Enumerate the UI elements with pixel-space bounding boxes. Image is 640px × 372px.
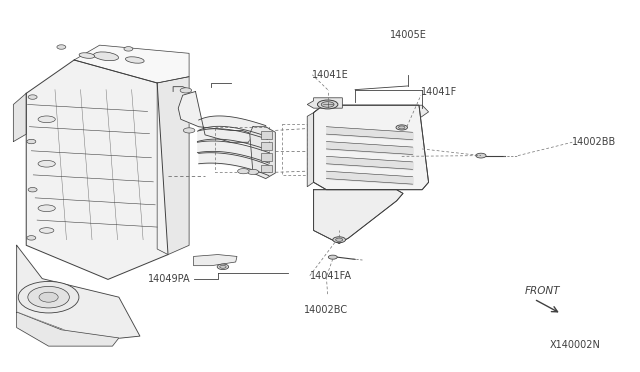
Ellipse shape xyxy=(38,205,55,212)
Ellipse shape xyxy=(93,52,118,61)
Polygon shape xyxy=(314,105,429,119)
Ellipse shape xyxy=(28,95,37,99)
Ellipse shape xyxy=(237,169,249,174)
Ellipse shape xyxy=(79,53,95,58)
Text: 14002BC: 14002BC xyxy=(305,305,348,315)
Ellipse shape xyxy=(183,128,195,133)
Ellipse shape xyxy=(27,139,36,144)
Ellipse shape xyxy=(27,235,36,240)
Polygon shape xyxy=(193,254,237,266)
Ellipse shape xyxy=(125,57,144,63)
Text: 14041E: 14041E xyxy=(312,70,349,80)
Ellipse shape xyxy=(476,153,486,158)
Text: 14005E: 14005E xyxy=(390,31,427,40)
Polygon shape xyxy=(314,105,429,190)
Ellipse shape xyxy=(335,238,342,241)
Polygon shape xyxy=(250,127,275,179)
Text: 14049PA: 14049PA xyxy=(148,275,191,284)
Polygon shape xyxy=(261,153,272,161)
Polygon shape xyxy=(157,77,189,254)
Polygon shape xyxy=(261,131,272,138)
Polygon shape xyxy=(17,312,119,346)
Ellipse shape xyxy=(38,116,55,123)
Ellipse shape xyxy=(333,237,346,243)
Polygon shape xyxy=(26,60,168,279)
Ellipse shape xyxy=(220,265,226,268)
Polygon shape xyxy=(74,45,189,83)
Polygon shape xyxy=(307,113,314,187)
Ellipse shape xyxy=(38,160,55,167)
Ellipse shape xyxy=(321,102,334,107)
Ellipse shape xyxy=(39,292,58,302)
Polygon shape xyxy=(314,190,403,243)
Text: 14041FA: 14041FA xyxy=(310,271,352,281)
Text: FRONT: FRONT xyxy=(524,286,560,295)
Ellipse shape xyxy=(28,286,69,308)
Ellipse shape xyxy=(124,46,133,51)
Text: X140002N: X140002N xyxy=(550,340,601,350)
Ellipse shape xyxy=(180,88,191,93)
Ellipse shape xyxy=(40,228,54,233)
Text: 14002BB: 14002BB xyxy=(572,137,616,147)
Ellipse shape xyxy=(247,169,259,174)
Text: 14041F: 14041F xyxy=(421,87,457,97)
Ellipse shape xyxy=(57,45,66,49)
Ellipse shape xyxy=(396,125,408,130)
Polygon shape xyxy=(307,98,342,108)
Ellipse shape xyxy=(399,126,405,129)
Ellipse shape xyxy=(317,100,338,109)
Ellipse shape xyxy=(19,282,79,313)
Polygon shape xyxy=(17,245,140,341)
Ellipse shape xyxy=(217,264,228,270)
Polygon shape xyxy=(261,164,272,172)
Polygon shape xyxy=(178,92,253,142)
Polygon shape xyxy=(13,93,26,141)
Ellipse shape xyxy=(328,255,337,259)
Ellipse shape xyxy=(28,187,37,192)
Polygon shape xyxy=(261,142,272,150)
